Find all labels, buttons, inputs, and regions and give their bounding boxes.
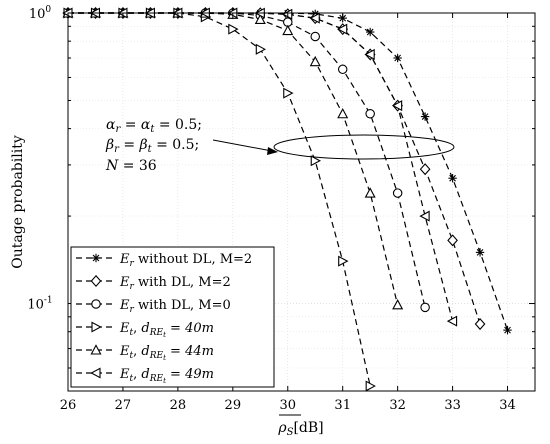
y-tick-label: 10-1 [27,296,52,313]
x-tick-label: 26 [60,398,77,413]
x-axis-label-unit: [dB] [293,420,323,436]
series-point [336,23,348,35]
plot-frame [67,12,536,392]
legend-entry-1: Er without DL, M=2 [76,252,252,269]
series-point [419,210,430,222]
series-point [310,31,320,42]
series-point [448,174,457,183]
legend-entry-5: Et, dREt = 44m [76,344,214,362]
y-axis-label: Outage probability [10,135,26,269]
series-point [365,380,376,392]
legend-marker [90,274,102,288]
series-point [309,55,321,67]
series-point [255,43,267,55]
legend-marker [91,299,101,309]
series-point [228,23,239,35]
series-point [391,100,403,112]
legend-label: Et, dREt = 49m [119,367,214,385]
series-point [337,64,348,75]
x-tick-label: 34 [499,398,516,413]
annotation-line-alpha: αr = αt = 0.5; [106,117,202,135]
x-tick-label: 30 [279,398,296,413]
series-point [392,188,403,198]
series-point [364,187,376,198]
legend-label: Et, dREt = 44m [119,344,214,362]
x-tick-label: 29 [225,398,242,413]
annotation-line-beta: βr = βt = 0.5; [105,137,199,155]
annotation-ellipse [273,134,455,160]
x-tick-label: 27 [115,398,132,413]
series-point [282,24,294,36]
legend-entry-4: Et, dREt = 40m [76,321,214,339]
annotation-line-n: N = 36 [105,158,157,174]
legend-box [70,246,275,388]
series-point [283,87,294,99]
parameter-annotation: αr = αt = 0.5; βr = βt = 0.5; N = 36 [105,117,455,174]
legend-marker [91,253,101,263]
series-point [393,53,402,63]
series-point [446,315,458,327]
annotation-arrow-line [212,139,273,152]
legend-marker [90,344,102,355]
legend: Er without DL, M=2 Er with DL, M=2 Er with… [70,246,275,388]
legend-entry-2: Er with DL, M=2 [76,274,231,292]
legend-entry-6: Et, dREt = 49m [76,367,214,385]
x-axis-label: ρS[dB] [277,414,324,438]
legend-marker [91,321,102,333]
legend-label: Er with DL, M=0 [119,298,231,315]
legend-label: Er with DL, M=2 [119,275,231,292]
series-point [420,112,430,121]
x-tick-label: 28 [170,398,187,413]
series-point [365,27,375,37]
series-point [254,13,266,25]
legend-label: Et, dREt = 40m [119,321,214,339]
annotation-arrow-head [267,147,278,155]
series-point [338,255,349,267]
series-point [447,234,458,247]
series-point [392,299,404,310]
series-point [420,302,430,313]
x-tick-label: 33 [444,398,461,413]
series-point [474,318,486,331]
series-point [365,109,375,119]
series-point [310,155,322,167]
legend-label: Er without DL, M=2 [119,252,252,269]
series-point [503,325,512,335]
y-tick-label: 100 [29,5,52,22]
series-layer [62,6,512,392]
x-tick-label: 32 [389,398,406,413]
series-point [475,248,485,257]
legend-marker [90,367,101,379]
series-point [364,48,375,60]
x-tick-label: 31 [334,398,351,413]
series-point [419,163,431,176]
series-point [309,12,320,24]
svg-text:ρS[dB]: ρS[dB] [277,420,323,438]
legend-entry-3: Er with DL, M=0 [76,298,231,315]
x-axis-label-symbol: ρS [277,420,293,438]
series-point [337,107,349,119]
